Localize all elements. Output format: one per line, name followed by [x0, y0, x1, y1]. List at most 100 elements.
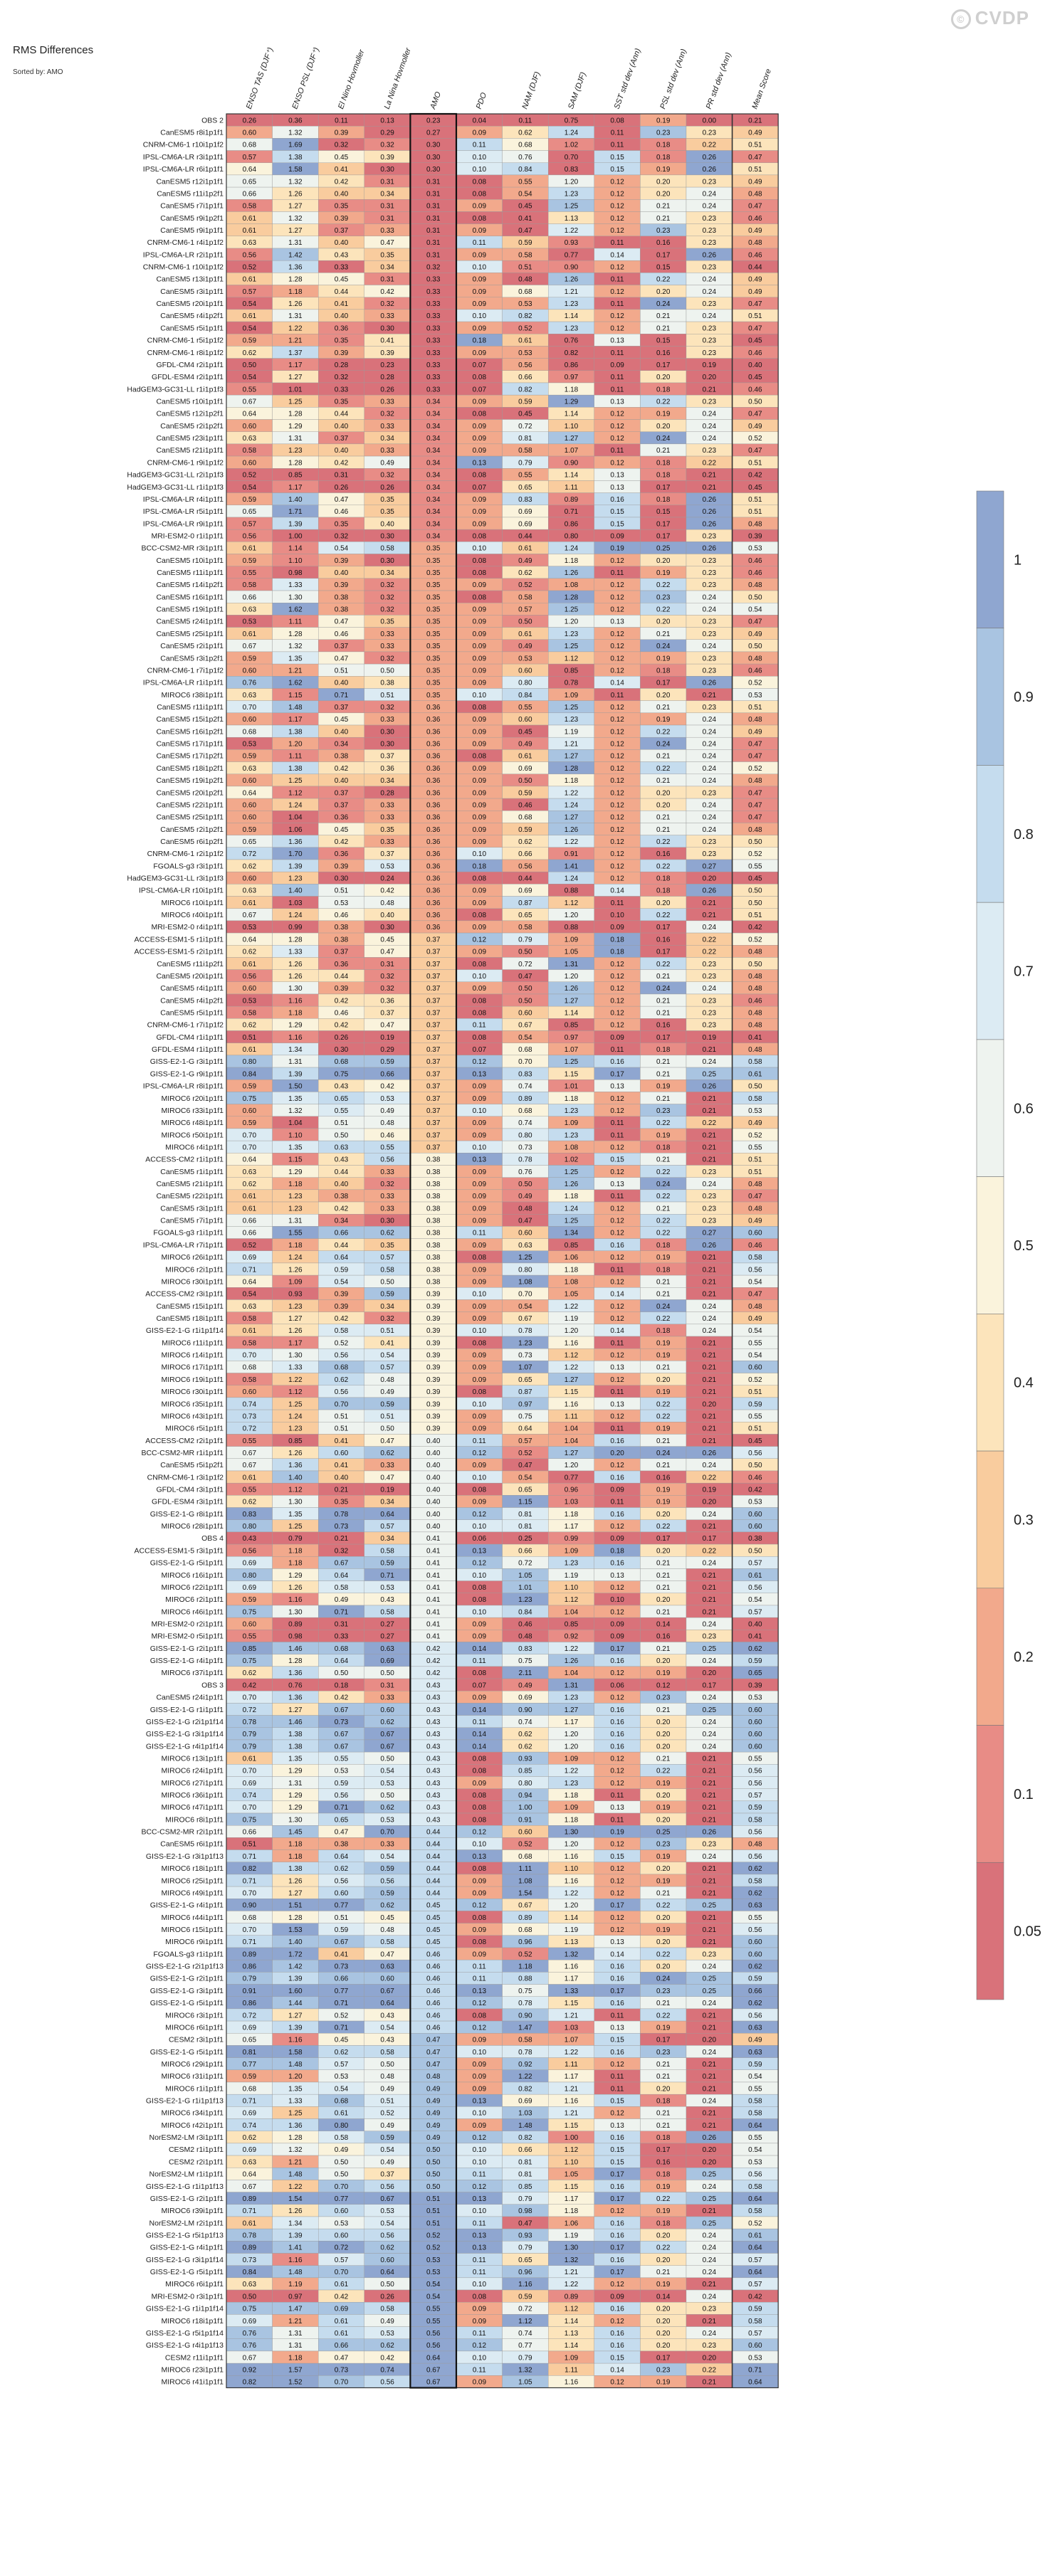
cell-value: 0.12: [610, 411, 624, 418]
cell-value: 0.08: [473, 1010, 487, 1018]
cell-value: 0.21: [656, 1462, 671, 1469]
cell-value: 0.17: [656, 2146, 671, 2154]
cell-value: 0.85: [564, 1621, 579, 1629]
cell-value: 0.21: [656, 215, 671, 223]
cell-value: 0.34: [426, 508, 441, 516]
cell-value: 0.12: [610, 606, 624, 614]
cell-value: 0.58: [748, 1254, 762, 1262]
row-label: NorESM2-LM r2i1p1f1: [149, 2219, 224, 2227]
cell-value: 0.27: [703, 1230, 717, 1237]
cell-value: 0.82: [518, 2085, 532, 2093]
cell-value: 0.21: [656, 1291, 671, 1299]
column-label: SST std dev (Ann): [613, 47, 643, 110]
cell-value: 0.09: [473, 826, 487, 834]
cell-value: 0.21: [656, 1645, 671, 1653]
cell-value: 0.49: [518, 741, 532, 749]
cell-value: 0.97: [518, 1400, 532, 1408]
cell-value: 0.62: [380, 1804, 394, 1812]
cell-value: 1.35: [288, 1511, 303, 1519]
cell-value: 1.28: [564, 593, 579, 601]
cell-value: 0.46: [748, 1242, 762, 1250]
cell-value: 0.09: [473, 680, 487, 687]
column-label: PDO: [475, 91, 489, 110]
cell-value: 0.11: [611, 276, 624, 284]
cell-value: 1.21: [564, 288, 579, 296]
cell-value: 0.18: [656, 2098, 671, 2106]
cell-value: 0.11: [611, 1499, 624, 1506]
cell-value: 0.16: [610, 1657, 624, 1665]
cell-value: 0.23: [656, 130, 671, 137]
cell-value: 0.48: [518, 276, 532, 284]
cell-value: 0.49: [426, 2122, 441, 2130]
cell-value: 0.61: [243, 1046, 257, 1054]
colorbar-tick-label: 0.3: [1014, 1512, 1034, 1528]
cell-value: 0.36: [335, 324, 349, 332]
cell-value: 0.09: [473, 324, 487, 332]
column-label: PR std dev (Ann): [705, 51, 733, 110]
row-label: CanESM5 r23i1p1f1: [156, 434, 224, 443]
row-label: GISS-E2-1-G r4i1p1f1: [150, 1657, 224, 1665]
cell-value: 0.44: [426, 1877, 441, 1885]
cell-value: 0.10: [473, 545, 487, 553]
cell-value: 0.73: [243, 2256, 257, 2264]
cell-value: 0.43: [380, 1596, 394, 1604]
cell-value: 1.08: [564, 1278, 579, 1286]
cell-value: 0.14: [656, 2293, 671, 2301]
cell-value: 0.46: [335, 1010, 349, 1018]
cell-value: 0.09: [473, 789, 487, 797]
cell-value: 0.23: [656, 1694, 671, 1702]
cell-value: 0.31: [426, 203, 441, 211]
cell-value: 0.59: [243, 1083, 257, 1091]
cell-value: 1.18: [564, 557, 579, 565]
cell-value: 0.53: [380, 2207, 394, 2215]
cell-value: 0.30: [380, 741, 394, 749]
column-label: ENSO TAS (DJF⁺): [245, 46, 275, 110]
cell-value: 0.21: [656, 1437, 671, 1445]
cell-value: 0.48: [748, 1046, 762, 1054]
cell-value: 0.43: [426, 1768, 441, 1775]
cell-value: 1.03: [564, 2024, 579, 2032]
cell-value: 0.55: [518, 178, 532, 186]
cell-value: 0.28: [335, 361, 349, 369]
cell-value: 1.31: [564, 961, 579, 968]
cell-value: 1.37: [288, 349, 303, 357]
cell-value: 0.40: [426, 1487, 441, 1494]
cell-value: 0.16: [610, 1743, 624, 1751]
cell-value: 0.80: [243, 1572, 257, 1580]
cell-value: 0.72: [518, 2306, 532, 2313]
cell-value: 0.35: [335, 203, 349, 211]
cell-value: 0.11: [611, 300, 624, 308]
cell-value: 0.68: [243, 1364, 257, 1372]
cell-value: 0.40: [335, 777, 349, 785]
cell-value: 0.31: [335, 472, 349, 480]
cell-value: 0.08: [473, 1669, 487, 1677]
cell-value: 0.63: [243, 765, 257, 773]
cell-value: 1.18: [288, 1841, 303, 1849]
cell-value: 0.47: [426, 2037, 441, 2044]
cell-value: 0.37: [380, 753, 394, 761]
cell-value: 0.89: [564, 496, 579, 504]
cell-value: 0.55: [243, 386, 257, 394]
cell-value: 0.54: [748, 2146, 762, 2154]
cell-value: 1.55: [288, 1230, 303, 1237]
cell-value: 0.70: [243, 1804, 257, 1812]
cell-value: 0.48: [426, 2073, 441, 2081]
cell-value: 0.22: [656, 1168, 671, 1176]
cell-value: 0.23: [656, 1107, 671, 1115]
cell-value: 1.11: [564, 2061, 578, 2069]
cell-value: 0.51: [748, 166, 762, 174]
cell-value: 0.56: [748, 1450, 762, 1457]
cell-value: 0.80: [243, 1058, 257, 1066]
cell-value: 0.24: [703, 1731, 717, 1738]
cell-value: 0.52: [335, 2012, 349, 2020]
cell-value: 0.34: [426, 496, 441, 504]
cell-value: 0.41: [335, 1462, 349, 1469]
cell-value: 0.49: [426, 2134, 441, 2142]
cell-value: 0.48: [748, 190, 762, 198]
cell-value: 1.16: [518, 2281, 532, 2289]
cell-value: 1.39: [288, 1975, 303, 1983]
cell-value: 1.12: [288, 789, 303, 797]
cell-value: 0.09: [473, 801, 487, 809]
cell-value: 1.10: [288, 1131, 303, 1139]
cell-value: 0.07: [473, 1046, 487, 1054]
